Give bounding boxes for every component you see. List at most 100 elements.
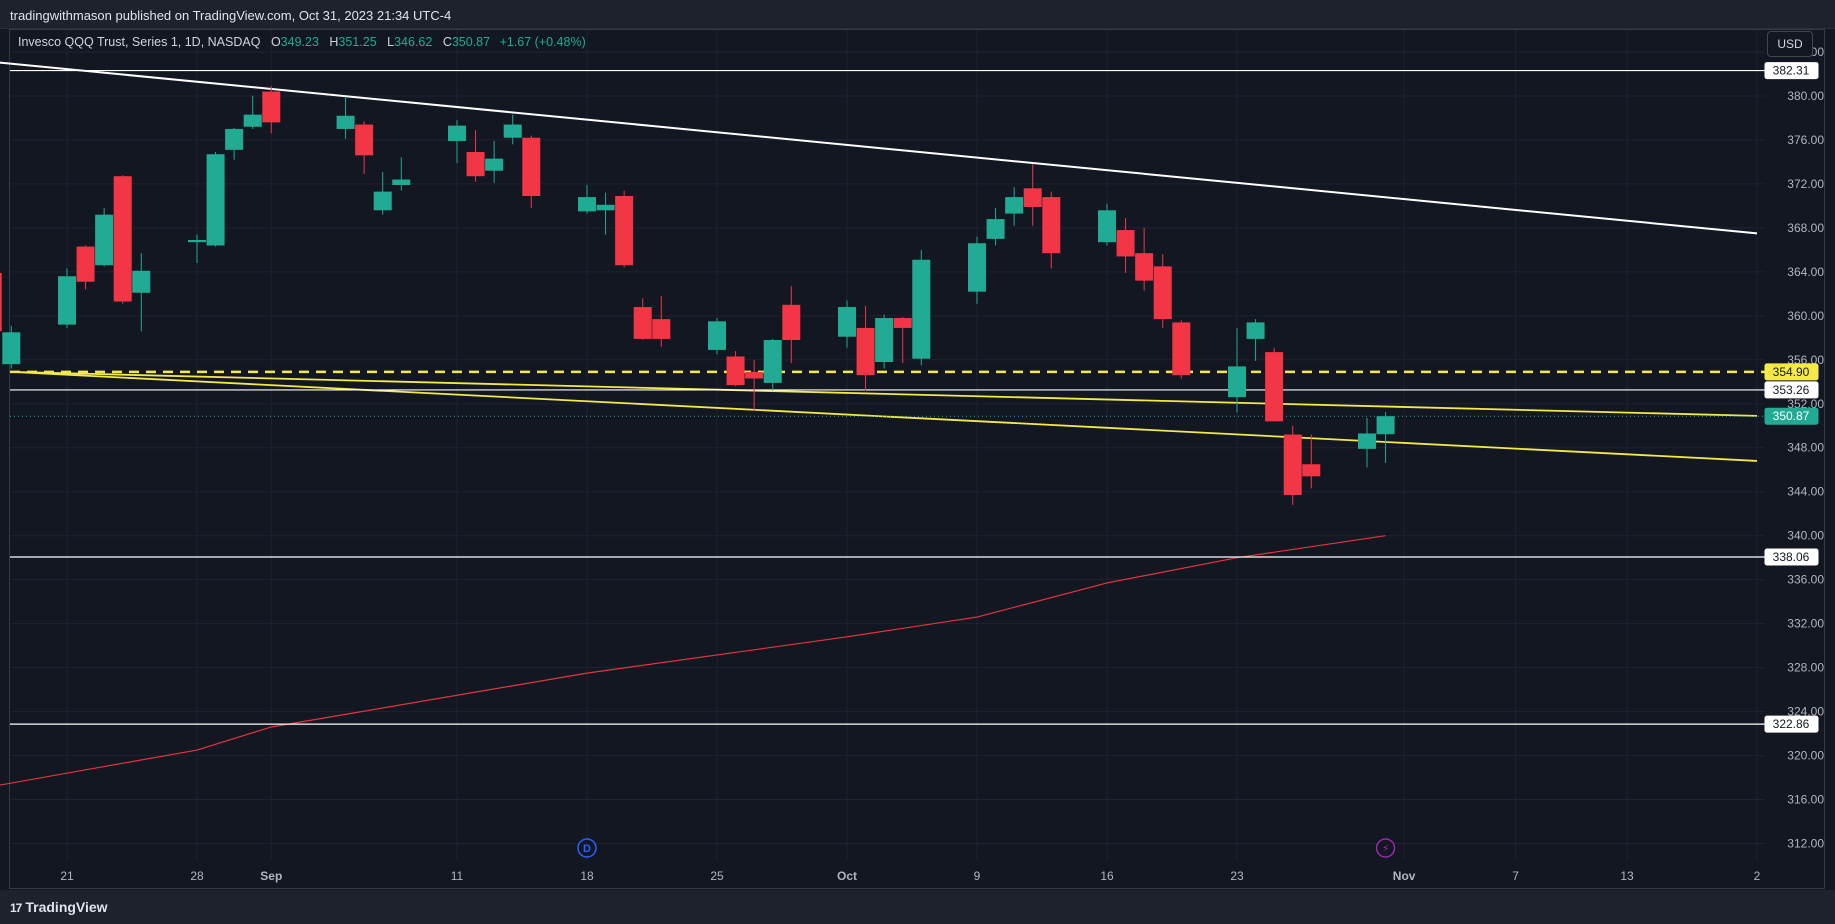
time-tick-label: 7 [1512, 869, 1519, 883]
candle-body [1005, 197, 1024, 214]
candle-body [503, 124, 522, 138]
open-label: O [270, 35, 281, 49]
ohlc-legend: Invesco QQQ Trust, Series 1, 1D, NASDAQ … [18, 35, 586, 49]
time-tick-label: 23 [1230, 869, 1244, 883]
open-value: 349.23 [280, 35, 319, 49]
price-tag-layer: 382.31 354.90 353.26 338.06 322.86 350.87 [1764, 62, 1819, 733]
candle-body [1153, 266, 1172, 320]
price-tick-label: 332.00 [1787, 617, 1824, 631]
candle-body [336, 115, 355, 129]
time-tick-label: 25 [710, 869, 724, 883]
event-marker-label: ⚡ [1382, 843, 1390, 855]
price-tick-label: 328.00 [1787, 661, 1824, 675]
price-tag-label: 353.26 [1773, 383, 1810, 397]
price-tag-box [1764, 407, 1819, 425]
time-tick-label: 2 [1754, 869, 1761, 883]
candle-body [578, 197, 596, 212]
time-tick-label: 9 [974, 869, 981, 883]
price-tick-label: 348.00 [1787, 441, 1824, 455]
candle-body [1358, 433, 1376, 449]
time-tick-label: 13 [1620, 869, 1634, 883]
symbol-name[interactable]: Invesco QQQ Trust, Series 1, 1D, NASDAQ [18, 35, 261, 49]
price-tick-label: 368.00 [1787, 221, 1824, 235]
candle-body [1116, 230, 1135, 257]
candle-body [448, 125, 466, 142]
candle-body [838, 307, 856, 337]
price-tick-label: 316.00 [1787, 793, 1824, 807]
trendline [11, 370, 1758, 462]
candle-body [466, 152, 485, 177]
candle-body [485, 158, 504, 171]
price-tag-label: 322.86 [1773, 717, 1810, 731]
price-tick-label: 320.00 [1787, 749, 1824, 763]
trendline-layer [0, 61, 1758, 462]
tradingview-brand: TradingView [25, 899, 108, 915]
price-tick-label: 380.00 [1787, 89, 1824, 103]
price-tag-box [1764, 715, 1819, 733]
low-value: 346.62 [394, 35, 433, 49]
candle-body [132, 270, 151, 293]
time-tick-label: 21 [60, 869, 74, 883]
price-tag-label: 350.87 [1773, 409, 1810, 423]
candle-body [875, 318, 894, 362]
candle-body [708, 321, 726, 350]
candle-body [262, 91, 281, 123]
currency-button[interactable]: USD [1767, 31, 1813, 57]
candle-body [113, 176, 132, 302]
trendline [11, 370, 1758, 417]
chart-pane[interactable] [9, 29, 1825, 889]
candle-body [596, 204, 615, 211]
price-tick-label: 360.00 [1787, 309, 1824, 323]
candle-body [392, 179, 411, 186]
publish-line: tradingwithmason published on TradingVie… [10, 8, 452, 23]
candle-layer [0, 86, 1395, 505]
candle-body [726, 356, 745, 386]
price-tag-box [1764, 548, 1819, 566]
tradingview-logo-icon: 17 [10, 901, 22, 915]
time-tick-label: 18 [580, 869, 594, 883]
candle-body [373, 191, 392, 211]
horizontal-level-layer [10, 69, 1765, 725]
candle-body [986, 219, 1005, 239]
candle-body [968, 243, 986, 292]
candle-body [1172, 322, 1191, 376]
candle-body [912, 259, 931, 359]
price-tick-label: 344.00 [1787, 485, 1824, 499]
price-tick-label: 336.00 [1787, 573, 1824, 587]
publish-bar: tradingwithmason published on TradingVie… [0, 0, 1835, 29]
moving-average-line [0, 535, 1386, 786]
candle-body [355, 124, 374, 156]
time-tick-label: Nov [1393, 869, 1416, 883]
candle-body [1023, 188, 1042, 207]
candle-body [893, 318, 912, 328]
change-value: +1.67 (+0.48%) [499, 35, 586, 49]
candle-body [633, 307, 652, 339]
footer-bar: 17 TradingView [0, 890, 1835, 924]
price-tag-box [1764, 62, 1819, 80]
moving-average-layer [0, 535, 1386, 786]
price-tick-label: 324.00 [1787, 705, 1824, 719]
candle-body [225, 128, 244, 150]
candle-body [522, 137, 541, 196]
earnings-lightning-icon [1375, 838, 1396, 858]
high-value: 351.25 [338, 35, 377, 49]
time-tick-label: 16 [1100, 869, 1114, 883]
candle-body [615, 196, 634, 266]
candle-body [1228, 366, 1246, 398]
candle-body [243, 114, 262, 127]
candle-body [782, 304, 801, 341]
high-label: H [329, 35, 339, 49]
time-tick-label: 11 [451, 869, 464, 883]
candle-body [1042, 197, 1061, 254]
price-tag-box [1764, 381, 1819, 399]
price-tag-label: 382.31 [1773, 64, 1810, 78]
close-value: 350.87 [451, 35, 491, 49]
price-tick-label: 372.00 [1787, 177, 1824, 191]
candle-body [1376, 416, 1395, 435]
candle-body [58, 276, 76, 325]
time-tick-label: Sep [260, 869, 282, 883]
trendline [0, 61, 1758, 235]
tradingview-logo[interactable]: 17 TradingView [10, 899, 108, 915]
candle-body [652, 319, 671, 339]
